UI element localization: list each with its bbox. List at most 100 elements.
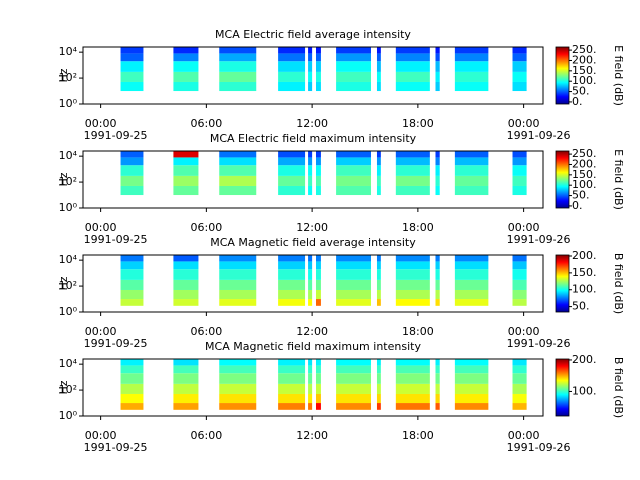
spectrogram-cell: [120, 165, 144, 176]
y-axis-label: Hz: [57, 68, 70, 82]
spectrogram-cell: [454, 393, 489, 404]
spectrogram-cell: [435, 47, 440, 54]
x-tick-label: 18:00: [402, 325, 434, 338]
spectrogram-cell: [278, 299, 306, 306]
spectrogram-cell: [315, 157, 321, 166]
spectrogram-cell: [376, 61, 381, 72]
y-tick-label: 10⁴: [59, 149, 78, 162]
spectrogram-cell: [315, 261, 321, 270]
spectrogram-cell: [120, 47, 144, 54]
spectrogram-cell: [219, 71, 257, 82]
y-tick-label: 10²: [59, 383, 77, 396]
spectrogram-cell: [454, 373, 489, 384]
y-axis-label: Hz: [57, 276, 70, 290]
spectrogram-cell: [454, 255, 489, 262]
y-tick-label: 10⁰: [59, 201, 78, 214]
spectrogram-cell: [336, 165, 371, 176]
spectrogram-cell: [454, 175, 489, 186]
spectrogram-cell: [308, 47, 313, 54]
spectrogram-cell: [512, 81, 527, 92]
spectrogram-cell: [120, 261, 144, 270]
spectrogram-cell: [308, 81, 313, 92]
colorbar: [555, 254, 570, 313]
x-tick-label: 00:00: [508, 325, 540, 338]
spectrogram-cell: [336, 269, 371, 280]
x-tick-label: 00:00: [85, 429, 117, 442]
spectrogram-cell: [435, 383, 440, 394]
spectrogram-cell: [120, 255, 144, 262]
spectrogram-cell: [435, 365, 440, 374]
spectrogram-cell: [336, 151, 371, 158]
spectrogram-cell: [376, 255, 381, 262]
spectrogram-cell: [512, 279, 527, 290]
spectrogram-cell: [336, 299, 371, 306]
spectrogram-cell: [376, 279, 381, 290]
spectrogram-cell: [454, 185, 489, 196]
panel-title: MCA Magnetic field average intensity: [210, 236, 416, 249]
spectrogram-cell: [336, 383, 371, 394]
spectrogram-cell: [173, 373, 199, 384]
x-tick-label: 00:00: [85, 117, 117, 130]
spectrogram-cell: [173, 261, 199, 270]
spectrogram-cell: [120, 393, 144, 404]
x-tick-label: 12:00: [296, 221, 328, 234]
spectrogram-cell: [336, 71, 371, 82]
spectrogram-cell: [454, 81, 489, 92]
spectrogram-cell: [454, 279, 489, 290]
spectrogram-cell: [315, 47, 321, 54]
spectrogram-cell: [308, 157, 313, 166]
spectrogram-cell: [120, 359, 144, 366]
colorbar-tick-label: 250.: [572, 147, 597, 160]
spectrogram-cell: [219, 175, 257, 186]
spectrogram-cell: [435, 403, 440, 410]
spectrogram-cell: [336, 393, 371, 404]
spectrogram-cell: [173, 403, 199, 410]
spectrogram-cell: [336, 261, 371, 270]
spectrogram-cell: [219, 81, 257, 92]
colorbar-tick-label: 50.: [572, 85, 590, 98]
spectrogram-cell: [219, 47, 257, 54]
spectrogram-cell: [512, 261, 527, 270]
spectrogram-cell: [219, 279, 257, 290]
spectrogram-cell: [395, 165, 430, 176]
spectrogram-cell: [120, 269, 144, 280]
spectrogram-cell: [376, 157, 381, 166]
x-date-label: 1991-09-26: [507, 129, 571, 142]
spectrogram-cell: [454, 157, 489, 166]
colorbar: [555, 358, 570, 417]
spectrogram-cell: [376, 383, 381, 394]
spectrogram-cell: [435, 279, 440, 290]
spectrogram-cell: [308, 279, 313, 290]
colorbar-tick-label: 200.: [572, 353, 597, 366]
x-tick-label: 00:00: [85, 221, 117, 234]
spectrogram-cell: [219, 393, 257, 404]
spectrogram-cell: [315, 403, 321, 410]
spectrogram-cell: [395, 403, 430, 410]
spectrogram-cell: [173, 359, 199, 366]
colorbar-tick-label: 0.: [572, 199, 583, 212]
spectrogram-cell: [308, 365, 313, 374]
spectrogram-cell: [315, 289, 321, 300]
spectrogram-cell: [173, 365, 199, 374]
spectrogram-cell: [315, 61, 321, 72]
spectrogram-cell: [173, 151, 199, 158]
spectrogram-cell: [315, 175, 321, 186]
spectrogram-cell: [219, 359, 257, 366]
spectrogram-cell: [219, 373, 257, 384]
spectrogram-cell: [173, 393, 199, 404]
spectrogram-cell: [308, 393, 313, 404]
spectrogram-cell: [435, 71, 440, 82]
spectrogram-cell: [454, 365, 489, 374]
spectrogram-cell: [336, 365, 371, 374]
colorbar: [555, 46, 570, 105]
spectrogram-cell: [278, 53, 306, 62]
spectrogram-cell: [512, 299, 527, 306]
colorbar-label: E field (dB): [612, 149, 625, 210]
spectrogram-cell: [336, 47, 371, 54]
spectrogram-cell: [173, 255, 199, 262]
spectrogram-cell: [120, 175, 144, 186]
spectrogram-cell: [454, 403, 489, 410]
x-tick-label: 18:00: [402, 221, 434, 234]
spectrogram-cell: [376, 165, 381, 176]
